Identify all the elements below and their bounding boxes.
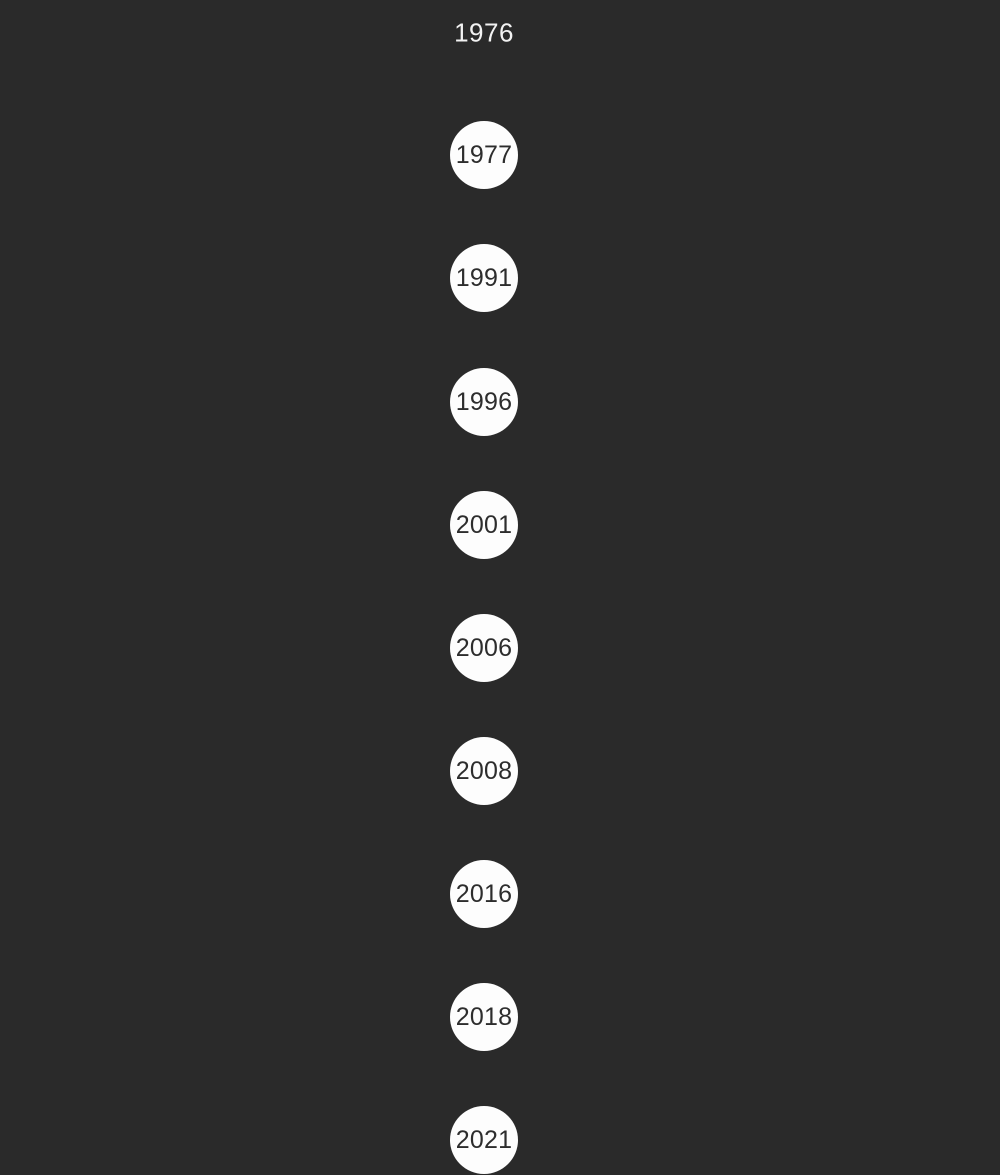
timeline-year-2016[interactable]: 2016	[450, 860, 518, 928]
timeline-year-1977[interactable]: 1977	[450, 121, 518, 189]
timeline-year-1976[interactable]: 1976	[454, 17, 514, 48]
timeline-year-2018[interactable]: 2018	[450, 983, 518, 1051]
timeline-year-2001[interactable]: 2001	[450, 491, 518, 559]
timeline-year-2021[interactable]: 2021	[450, 1106, 518, 1174]
timeline-year-2008[interactable]: 2008	[450, 737, 518, 805]
timeline-year-1991[interactable]: 1991	[450, 244, 518, 312]
timeline-year-1996[interactable]: 1996	[450, 368, 518, 436]
timeline-year-2006[interactable]: 2006	[450, 614, 518, 682]
